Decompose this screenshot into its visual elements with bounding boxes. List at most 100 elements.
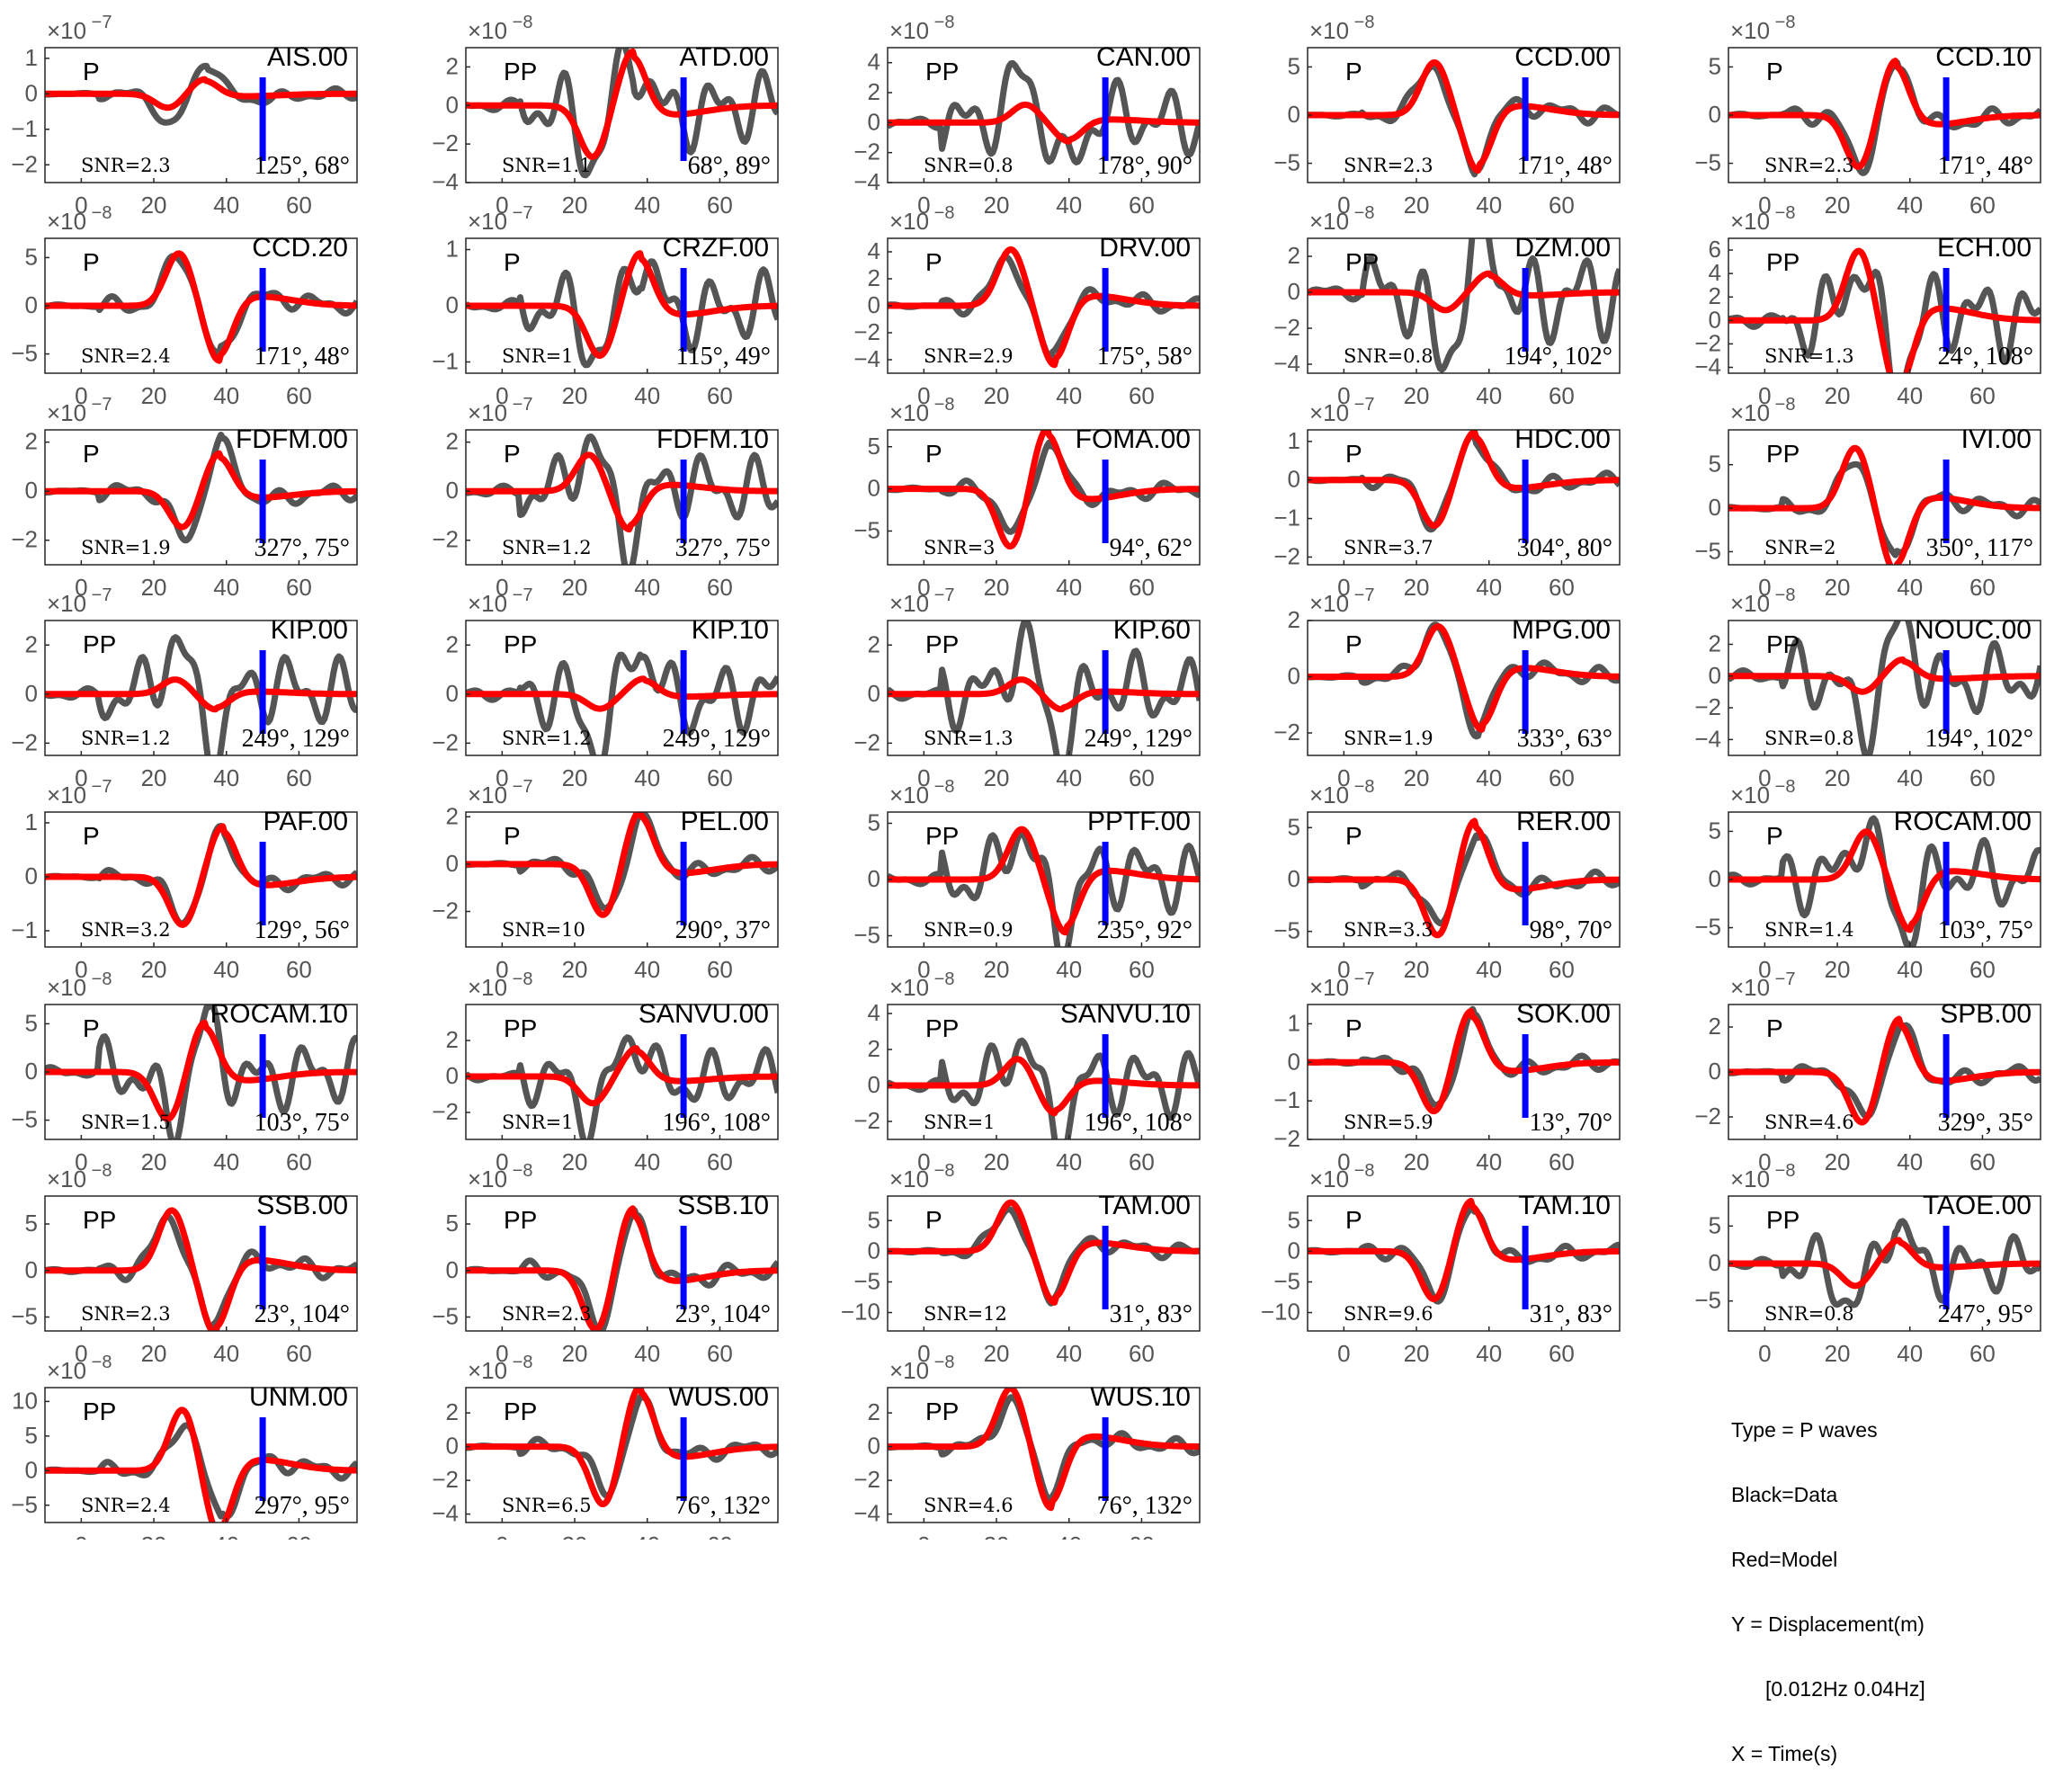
x-tick-label: 0 (75, 1531, 87, 1540)
y-tick-label: 0 (868, 1237, 880, 1264)
y-tick-label: 2 (868, 78, 880, 105)
y-tick-label: 0 (868, 1433, 880, 1460)
axes-box (887, 620, 1201, 756)
y-tick-label: 2 (1288, 606, 1300, 633)
y-tick-label: 6 (1709, 236, 1721, 263)
phase-label: P (83, 248, 100, 276)
axes-box (44, 429, 358, 566)
y-tick-label: 0 (1288, 1237, 1300, 1264)
y-tick-label: 2 (1709, 630, 1721, 656)
axes-box (44, 811, 358, 948)
angles-label: 171°, 48° (1938, 152, 2033, 180)
phase-label: PP (1766, 440, 1800, 468)
y-tick-label: −2 (1273, 542, 1300, 569)
x-tick-label: 0 (496, 956, 508, 983)
station-label: CAN.00 (1096, 42, 1191, 72)
x-tick-label: 60 (286, 382, 312, 409)
exponent-power: −8 (507, 969, 532, 989)
y-exponent-label: ×10 −8 (889, 1353, 954, 1384)
x-tick-label: 0 (496, 1531, 508, 1540)
waveform-panel: 5 0 −5 0 20 40 60 ×10 −8 P CCD.20 SNR=2.4 171°, 48° (11, 203, 358, 409)
snr-label: SNR=3 (924, 537, 996, 558)
model-trace (45, 1019, 357, 1122)
x-tick-label: 40 (634, 956, 660, 983)
x-tick-label: 0 (75, 956, 87, 983)
x-tick-label: 40 (1897, 382, 1923, 409)
x-tick-label: 60 (1969, 956, 1996, 983)
waveform-panel: 5 0 −5 0 20 40 60 ×10 −8 PP SSB.00 SNR=2.3 23°, 104… (11, 1161, 358, 1367)
y-tick-label: −5 (1694, 914, 1721, 941)
y-exponent-label: ×10 −7 (47, 585, 112, 617)
x-tick-label: 60 (707, 1531, 733, 1540)
angles-label: 290°, 37° (675, 916, 771, 944)
station-label: PAF.00 (263, 807, 349, 836)
legend-y: Y = Displacement(m) (1731, 1612, 1925, 1636)
legend-black: Black=Data (1731, 1483, 1838, 1506)
y-exponent-label: ×10 −7 (1309, 969, 1374, 1001)
station-label: KIP.00 (271, 615, 348, 645)
angles-label: 103°, 75° (255, 1109, 350, 1137)
waveform-panel: 10 5 0 −5 0 20 40 60 ×10 −8 PP UNM.00 SNR=2.4 297°, … (11, 1353, 358, 1540)
x-tick-label: 40 (1897, 956, 1923, 983)
station-label: WUS.10 (1090, 1382, 1191, 1412)
y-exponent-label: ×10 −8 (1309, 1161, 1374, 1192)
snr-label: SNR=4.6 (1764, 1112, 1854, 1133)
x-tick-label: 60 (1129, 574, 1155, 601)
y-tick-label: 2 (868, 630, 880, 657)
y-exponent-label: ×10 −8 (889, 969, 954, 1001)
x-tick-label: 60 (707, 764, 733, 791)
x-tick-label: 0 (917, 764, 930, 791)
x-tick-label: 60 (286, 764, 312, 791)
y-tick-label: 2 (446, 1026, 459, 1053)
exponent-power: −7 (929, 585, 954, 605)
y-tick-label: 0 (868, 475, 880, 502)
x-tick-label: 60 (1549, 382, 1575, 409)
y-tick-label: 0 (446, 1062, 459, 1089)
y-exponent-label: ×10 −7 (468, 585, 532, 617)
station-label: NOUC.00 (1915, 615, 2032, 645)
angles-label: 76°, 132° (675, 1492, 771, 1520)
x-tick-label: 40 (1897, 192, 1923, 219)
phase-label: PP (504, 1398, 537, 1425)
y-tick-label: 2 (868, 264, 880, 291)
y-tick-label: 0 (1709, 494, 1721, 521)
y-tick-label: −2 (853, 728, 880, 755)
angles-label: 175°, 58° (1097, 343, 1192, 371)
snr-label: SNR=1.9 (81, 537, 171, 558)
y-tick-label: −2 (1694, 329, 1721, 356)
x-tick-label: 40 (634, 574, 660, 601)
x-tick-label: 60 (707, 1148, 733, 1175)
y-tick-label: 0 (1288, 466, 1300, 493)
y-tick-label: −2 (1273, 719, 1300, 746)
waveform-panel: 1 0 −1 0 20 40 60 ×10 −7 P CRZF.00 SNR=1 115°, 49° (432, 203, 779, 409)
model-trace (45, 250, 357, 364)
y-tick-label: −2 (1694, 1103, 1721, 1130)
y-tick-label: −5 (1694, 1287, 1721, 1314)
angles-label: 23°, 104° (255, 1300, 350, 1328)
y-tick-label: −5 (11, 1106, 38, 1133)
station-label: SSB.00 (256, 1191, 348, 1220)
y-exponent-label: ×10 −8 (889, 395, 954, 426)
angles-label: 103°, 75° (1938, 916, 2033, 944)
exponent-power: −7 (507, 777, 532, 797)
waveform-panel: 5 0 −5 0 20 40 60 ×10 −8 P RER.00 SNR=3.3 98°, 70° (1273, 777, 1621, 983)
x-tick-label: 0 (75, 382, 87, 409)
legend-x: X = Time(s) (1731, 1742, 1838, 1765)
phase-label: P (1345, 630, 1362, 658)
station-label: ROCAM.10 (210, 999, 348, 1029)
station-label: SSB.10 (677, 1191, 769, 1220)
x-tick-label: 40 (213, 764, 239, 791)
x-tick-label: 20 (562, 764, 588, 791)
station-label: RER.00 (1516, 807, 1611, 836)
snr-label: SNR=1 (924, 1112, 996, 1133)
y-tick-label: 0 (25, 862, 38, 889)
y-tick-label: 0 (1709, 1058, 1721, 1085)
y-tick-label: 0 (446, 1433, 459, 1460)
y-tick-label: −5 (853, 922, 880, 949)
y-tick-label: −2 (432, 1466, 459, 1493)
station-label: IVI.00 (1961, 424, 2032, 454)
